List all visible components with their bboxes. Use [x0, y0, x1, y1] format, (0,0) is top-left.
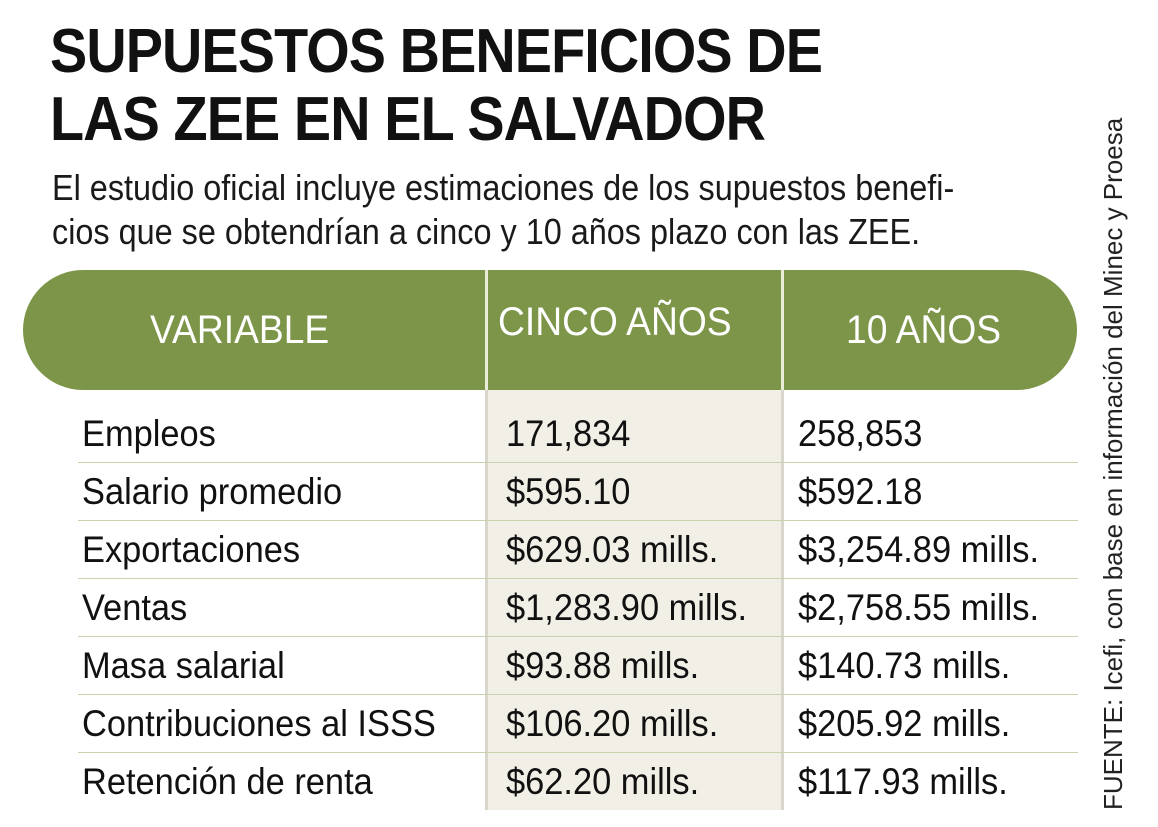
row-variable: Ventas	[82, 587, 188, 628]
header-divider-2	[781, 270, 784, 390]
row-10-anos: $140.73 mills.	[798, 645, 1011, 686]
row-cinco-anos: $595.10	[506, 471, 631, 512]
row-variable: Contribuciones al ISSS	[82, 703, 436, 744]
title-line-1: SUPUESTOS BENEFICIOS DE	[50, 17, 823, 86]
row-variable: Salario promedio	[82, 471, 343, 512]
row-10-anos: $205.92 mills.	[798, 703, 1011, 744]
row-10-anos: $117.93 mills.	[798, 761, 1008, 802]
infographic-subtitle: El estudio oficial incluye estimaciones …	[52, 166, 1024, 254]
row-cinco-anos: $93.88 mills.	[506, 645, 700, 686]
row-cinco-anos: $106.20 mills.	[506, 703, 719, 744]
row-10-anos: $592.18	[798, 471, 923, 512]
row-cinco-anos: 171,834	[506, 413, 631, 454]
row-variable: Retención de renta	[82, 761, 373, 802]
subtitle-line-2: cios que se obtendrían a cinco y 10 años…	[52, 211, 921, 252]
subtitle-line-1: El estudio oficial incluye estimaciones …	[52, 167, 955, 208]
table-row: Masa salarial $93.88 mills. $140.73 mill…	[78, 637, 1078, 695]
table-row: Contribuciones al ISSS $106.20 mills. $2…	[78, 695, 1078, 753]
header-10-anos: 10 AÑOS	[846, 307, 1002, 352]
table-header-bar	[23, 270, 1077, 390]
row-variable: Empleos	[82, 413, 216, 454]
row-variable: Masa salarial	[82, 645, 285, 686]
header-cinco-anos: CINCO AÑOS	[498, 299, 732, 344]
row-10-anos: $2,758.55 mills.	[798, 587, 1040, 628]
table-row: Salario promedio $595.10 $592.18	[78, 463, 1078, 521]
header-divider-1	[485, 270, 488, 390]
infographic-title: SUPUESTOS BENEFICIOS DE LAS ZEE EN EL SA…	[50, 18, 986, 154]
table-row: Ventas $1,283.90 mills. $2,758.55 mills.	[78, 579, 1078, 637]
row-variable: Exportaciones	[82, 529, 301, 570]
table-body: Empleos 171,834 258,853 Salario promedio…	[78, 405, 1078, 811]
column-divider-2	[781, 270, 784, 810]
table-row: Exportaciones $629.03 mills. $3,254.89 m…	[78, 521, 1078, 579]
header-variable: VARIABLE	[150, 307, 330, 352]
title-line-2: LAS ZEE EN EL SALVADOR	[50, 85, 766, 154]
table-row: Retención de renta $62.20 mills. $117.93…	[78, 753, 1078, 811]
row-cinco-anos: $62.20 mills.	[506, 761, 700, 802]
table-row: Empleos 171,834 258,853	[78, 405, 1078, 463]
row-10-anos: $3,254.89 mills.	[798, 529, 1040, 570]
column-divider-1	[485, 270, 488, 810]
source-credit: FUENTE: Icefi, con base en información d…	[1098, 117, 1128, 810]
row-cinco-anos: $1,283.90 mills.	[506, 587, 748, 628]
row-cinco-anos: $629.03 mills.	[506, 529, 719, 570]
row-10-anos: 258,853	[798, 413, 923, 454]
